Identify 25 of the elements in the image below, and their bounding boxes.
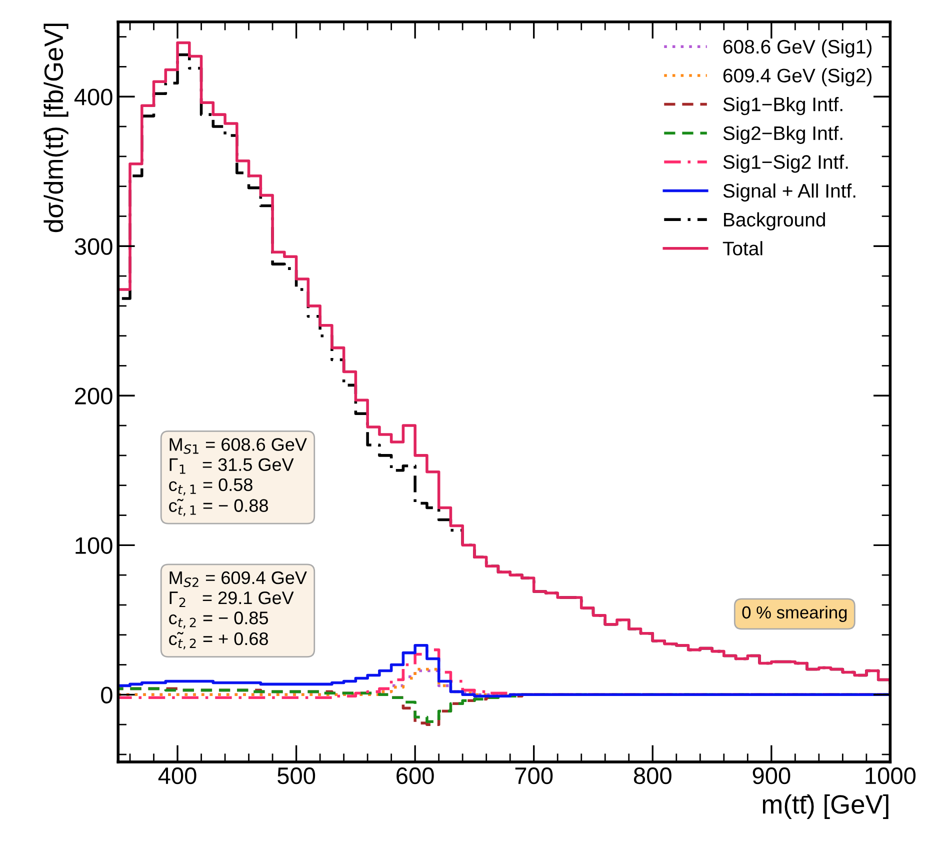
x-tick-label: 600 [396, 767, 434, 784]
legend-label: Total [722, 241, 762, 256]
x-tick-label: 700 [515, 767, 553, 784]
x-tick-label: 900 [752, 767, 790, 784]
text: M$_{S1}$ = 608.6 GeV Γ$_{1}$ = 31.5 GeV c$_{t,1}$ = 0.58 c̃$_{t,1}$ = − 0.88 [169, 438, 307, 516]
y-axis-title: dσ/dm(tt̄) [fb/GeV] [44, 24, 68, 232]
y-tick-label: 300 [74, 238, 112, 255]
x-tick-label: 1000 [866, 767, 916, 784]
annotation: 0 % smearing [742, 606, 847, 622]
x-tick-label: 800 [634, 767, 672, 784]
y-tick-label: 0 [101, 686, 112, 704]
legend-label: Sig1−Bkg Intf. [723, 97, 842, 116]
x-tick-label: 500 [278, 767, 316, 784]
legend-label: Signal + All Intf. [723, 183, 856, 202]
y-tick-label: 100 [76, 537, 112, 554]
legend-label: 609.4 GeV (Sig2) [723, 68, 872, 86]
y-tick-label: 200 [75, 388, 112, 404]
legend-label: Sig1−Sig2 Intf. [723, 154, 848, 173]
x-tick-label: 400 [158, 767, 196, 784]
legend-label: Background [724, 212, 825, 230]
y-tick-label: 400 [74, 88, 112, 106]
x-axis-title: m(tt̄) [GeV] [762, 794, 888, 819]
legend-label: Sig2−Bkg Intf. [723, 126, 842, 144]
text: M$_{S2}$ = 609.4 GeV Γ$_{2}$ = 29.1 GeV c$_{t,2}$ = − 0.85 c̃$_{t,2}$ = + 0.68 [169, 571, 307, 650]
legend-label: 608.6 GeV (Sig1) [723, 39, 872, 58]
